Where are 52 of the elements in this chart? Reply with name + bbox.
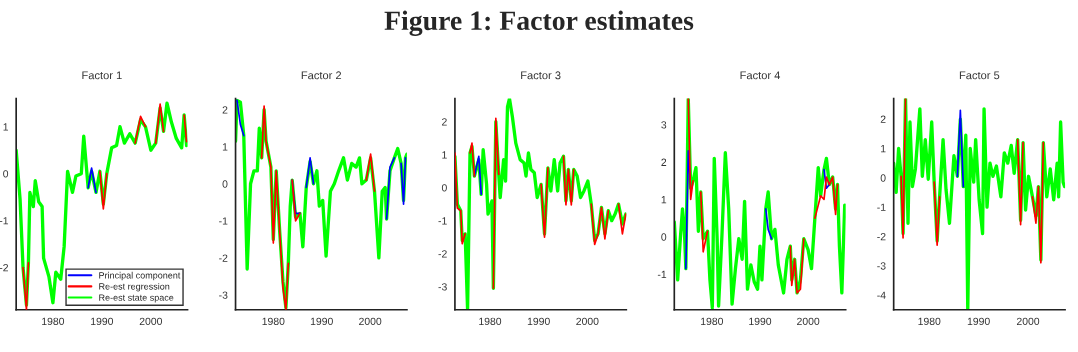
x-tick-label: 2000	[359, 317, 382, 326]
x-tick-label: 1990	[310, 317, 333, 326]
chart-title: Factor 3	[521, 71, 561, 80]
y-tick-label: -3	[877, 262, 886, 270]
y-tick-label: 2	[661, 158, 667, 166]
y-tick-label: 3	[661, 121, 667, 129]
x-tick-label: 2000	[576, 317, 599, 326]
y-tick-label: -1	[438, 217, 447, 225]
x-tick-label: 2000	[797, 317, 820, 326]
y-tick-label: -2	[438, 250, 447, 258]
chart-title: Factor 2	[301, 71, 342, 80]
x-tick-label: 1990	[967, 317, 990, 326]
chart-title: Factor 5	[959, 71, 1000, 80]
y-tick-label: 0	[661, 233, 667, 241]
y-tick-label: 1	[661, 196, 667, 204]
legend-label: Re-est state space	[99, 294, 174, 303]
y-tick-label: -1	[219, 217, 228, 225]
y-tick-label: -1	[0, 217, 9, 225]
y-tick-label: 0	[3, 170, 9, 178]
chart-title: Factor 4	[740, 71, 781, 80]
x-tick-label: 1990	[749, 317, 772, 326]
x-tick-label: 2000	[1016, 317, 1040, 326]
y-tick-label: -2	[0, 264, 9, 272]
caption: Figure 1: Factor estimates	[384, 10, 694, 36]
x-tick-label: 1980	[479, 317, 502, 326]
y-tick-label: -1	[657, 270, 667, 279]
y-tick-label: 2	[442, 118, 447, 126]
y-tick-label: 1	[3, 123, 9, 131]
x-tick-label: 1990	[91, 317, 114, 326]
y-tick-label: 1	[442, 151, 447, 159]
y-tick-label: -3	[219, 291, 228, 299]
y-tick-label: 0	[222, 180, 228, 188]
x-tick-label: 2000	[139, 317, 163, 326]
x-tick-label: 1980	[42, 317, 65, 326]
y-tick-label: 0	[880, 174, 886, 182]
y-tick-label: -2	[219, 254, 228, 262]
x-tick-label: 1980	[262, 317, 285, 326]
y-tick-label: 0	[441, 184, 447, 192]
x-tick-label: 1980	[918, 317, 941, 326]
x-tick-label: 1990	[527, 317, 550, 326]
legend-label: Re-est regression	[99, 283, 170, 292]
y-tick-label: -3	[438, 283, 447, 291]
y-tick-label: 2	[222, 106, 228, 114]
y-tick-label: -1	[877, 203, 886, 211]
legend-label: Principal component	[99, 271, 181, 281]
y-tick-label: 2	[880, 115, 886, 123]
y-tick-label: 1	[881, 145, 886, 153]
x-tick-label: 1980	[701, 317, 724, 326]
chart-title: Factor 1	[82, 71, 122, 80]
y-tick-label: 1	[222, 143, 228, 151]
y-tick-label: -2	[877, 232, 886, 241]
y-tick-label: -4	[877, 291, 886, 299]
